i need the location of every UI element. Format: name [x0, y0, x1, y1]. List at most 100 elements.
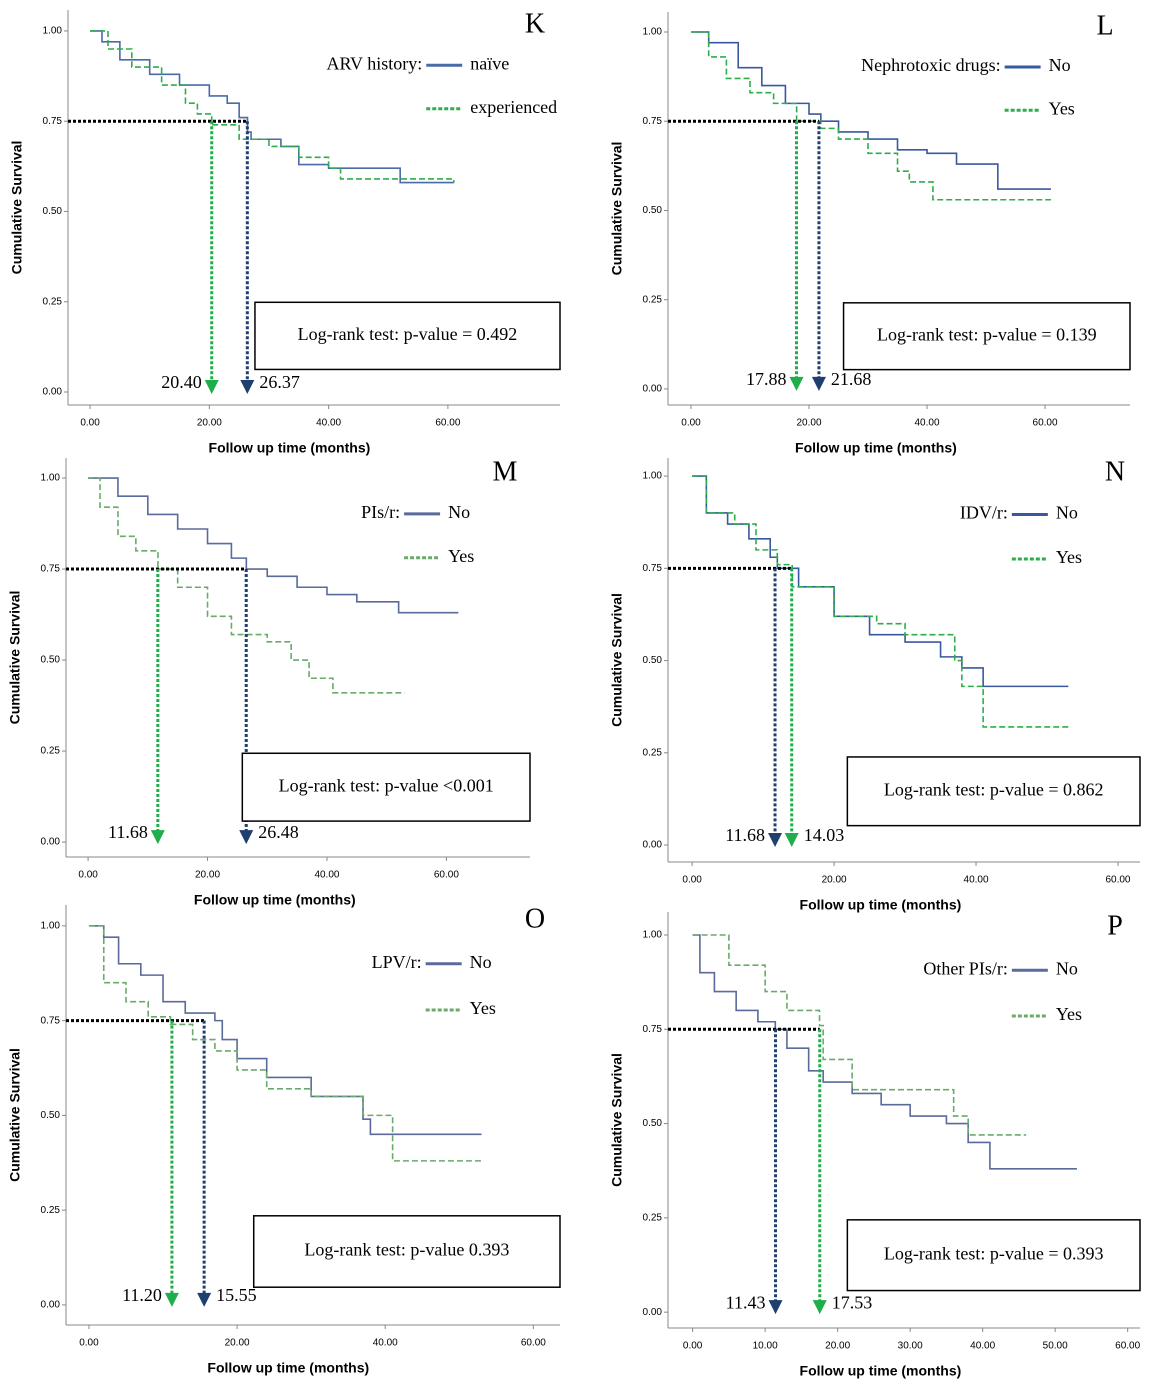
y-tick-label: 0.25	[643, 294, 663, 305]
test-text: Log-rank test: p-value = 0.139	[877, 324, 1097, 344]
y-tick-label: 1.00	[643, 930, 663, 941]
x-tick-label: 60.00	[1105, 875, 1130, 886]
x-axis-label: Follow up time (months)	[194, 892, 356, 908]
cut-label: 14.03	[804, 825, 845, 845]
legend-label: Yes	[1049, 98, 1075, 118]
y-tick-label: 0.75	[41, 1015, 61, 1026]
cut-label: 11.20	[122, 1285, 162, 1305]
legend-title: IDV/r:	[960, 503, 1008, 523]
panel: 0.00 0.25 0.50 0.75 1.00 0.00 20.00 40.00 60.00 F…	[7, 903, 561, 1376]
x-tick-label: 40.00	[314, 870, 339, 881]
x-tick-label: 20.00	[225, 1338, 250, 1349]
x-tick-label: 20.00	[825, 1341, 850, 1352]
y-tick-label: 0.00	[643, 840, 663, 851]
y-axis-label: Cumulative Survival	[7, 1048, 23, 1182]
survival-curve	[88, 925, 482, 1162]
legend-label: No	[1056, 958, 1078, 978]
y-tick-label: 0.00	[643, 1307, 663, 1318]
x-tick-label: 20.00	[822, 875, 847, 886]
x-tick-label: 40.00	[316, 418, 341, 429]
legend-label: No	[448, 502, 470, 522]
x-tick-label: 0.00	[79, 1338, 99, 1349]
x-axis-label: Follow up time (months)	[209, 440, 371, 456]
y-tick-label: 0.25	[643, 747, 663, 758]
test-box	[252, 1215, 561, 1288]
x-tick-label: 30.00	[898, 1341, 923, 1352]
panel: 0.00 0.25 0.50 0.75 1.00 0.00 10.00 20.00 30.00 4…	[609, 910, 1141, 1379]
test-text: Log-rank test: p-value = 0.862	[884, 779, 1104, 799]
panel-label: N	[1105, 456, 1125, 487]
x-tick-label: 0.00	[681, 418, 701, 429]
y-tick-label: 0.25	[43, 296, 63, 307]
panel-label: L	[1096, 10, 1113, 41]
x-tick-label: 60.00	[1115, 1341, 1140, 1352]
cut-label: 17.53	[832, 1292, 873, 1312]
test-box	[846, 1219, 1141, 1292]
legend-label: Yes	[1056, 1004, 1082, 1024]
y-tick-label: 0.00	[643, 384, 663, 395]
y-tick-label: 1.00	[41, 473, 61, 484]
x-tick-label: 60.00	[521, 1338, 546, 1349]
cut-label: 11.43	[726, 1292, 766, 1312]
survival-curve	[88, 925, 482, 1136]
y-axis-label: Cumulative Survival	[609, 1053, 625, 1187]
y-tick-label: 0.25	[41, 1205, 61, 1216]
y-tick-label: 0.50	[643, 1118, 663, 1129]
y-tick-label: 1.00	[43, 26, 63, 37]
y-tick-label: 0.25	[643, 1213, 663, 1224]
cut-label: 11.68	[108, 822, 148, 842]
legend-title: LPV/r:	[372, 952, 422, 972]
cut-label: 11.68	[725, 825, 765, 845]
y-tick-label: 0.50	[43, 206, 63, 217]
x-tick-label: 20.00	[197, 418, 222, 429]
x-axis-label: Follow up time (months)	[795, 440, 957, 456]
panel: 0.00 0.25 0.50 0.75 1.00 0.00 20.00 40.00 60.00 F…	[9, 8, 561, 456]
x-axis-label: Follow up time (months)	[800, 897, 962, 913]
cut-arrow	[239, 830, 254, 845]
y-tick-label: 0.00	[41, 1300, 61, 1311]
legend-label: No	[1049, 55, 1071, 75]
x-tick-label: 0.00	[683, 1341, 703, 1352]
legend-label: Yes	[448, 546, 474, 566]
cut-label: 15.55	[216, 1285, 257, 1305]
cut-label: 20.40	[161, 372, 202, 392]
test-box	[842, 302, 1131, 371]
y-axis-label: Cumulative Survival	[609, 593, 625, 727]
x-tick-label: 0.00	[78, 870, 98, 881]
y-tick-label: 0.75	[43, 116, 63, 127]
legend-title: PIs/r:	[361, 502, 400, 522]
x-tick-label: 40.00	[970, 1341, 995, 1352]
y-tick-label: 0.50	[643, 205, 663, 216]
legend-label: experienced	[470, 97, 557, 117]
panel-label: M	[493, 456, 518, 487]
cut-arrow	[164, 1292, 179, 1307]
y-tick-label: 1.00	[643, 471, 663, 482]
test-text: Log-rank test: p-value 0.393	[304, 1240, 509, 1260]
cut-label: 17.88	[746, 369, 787, 389]
y-axis-label: Cumulative Survival	[7, 591, 23, 725]
test-text: Log-rank test: p-value <0.001	[279, 775, 494, 795]
x-tick-label: 10.00	[753, 1341, 778, 1352]
test-box	[846, 756, 1141, 827]
y-tick-label: 1.00	[41, 920, 61, 931]
panel: 0.00 0.25 0.50 0.75 1.00 0.00 20.00 40.00 60.00 F…	[7, 456, 531, 908]
x-tick-label: 40.00	[964, 875, 989, 886]
legend-label: Yes	[470, 998, 496, 1018]
y-tick-label: 0.75	[643, 1024, 663, 1035]
legend-label: Yes	[1056, 547, 1082, 567]
x-tick-label: 0.00	[80, 418, 100, 429]
legend-label: No	[470, 952, 492, 972]
cut-arrow	[812, 1300, 827, 1315]
y-tick-label: 0.75	[643, 563, 663, 574]
legend-title: Other PIs/r:	[923, 958, 1008, 978]
test-text: Log-rank test: p-value = 0.393	[884, 1243, 1104, 1263]
survival-curve	[90, 30, 455, 183]
cut-label: 21.68	[831, 369, 872, 389]
survival-curve	[692, 934, 1027, 1136]
cut-arrow	[789, 376, 804, 391]
survival-curve	[90, 30, 454, 184]
cut-arrow	[150, 830, 165, 845]
cut-arrow	[240, 380, 255, 395]
test-text: Log-rank test: p-value = 0.492	[298, 324, 518, 344]
